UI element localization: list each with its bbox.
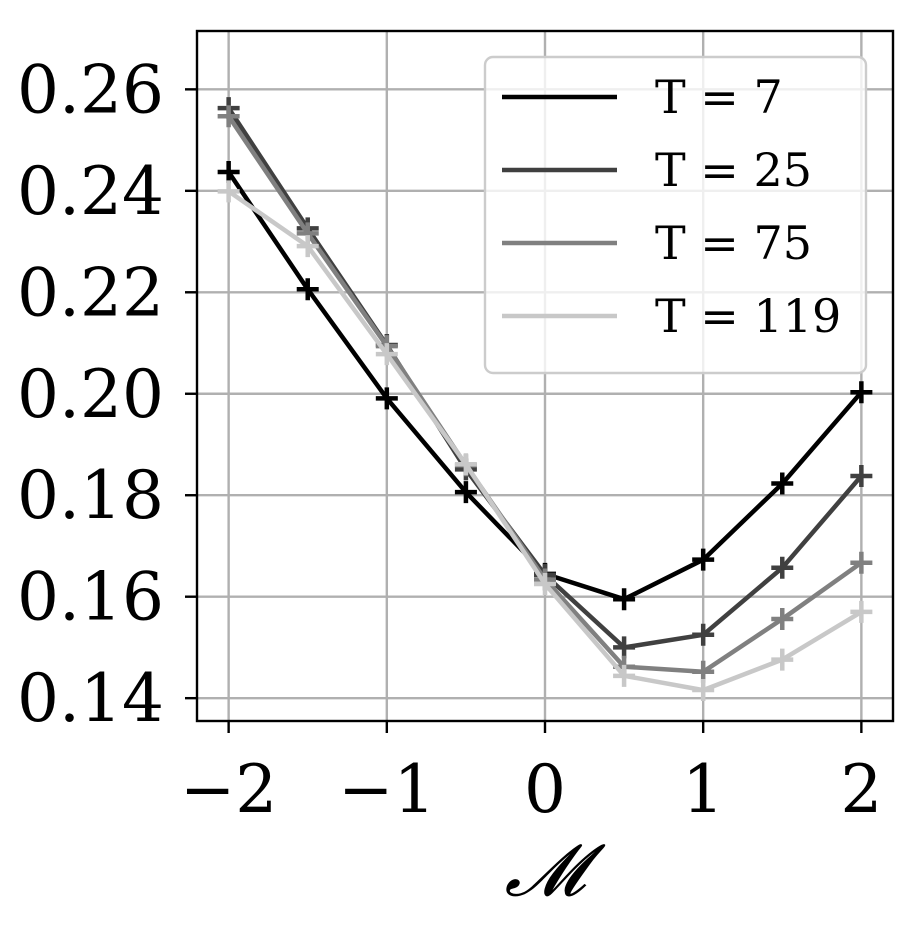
x-tick-label: 0 (524, 751, 566, 828)
legend: T = 7 T = 25 T = 75 T = 119 (483, 55, 868, 375)
data-point (613, 664, 636, 687)
data-point (375, 387, 398, 410)
legend-label: T = 75 (655, 216, 812, 270)
data-point (454, 481, 477, 504)
legend-frame (483, 55, 868, 375)
data-point (850, 551, 873, 574)
legend-label: T = 25 (655, 143, 812, 197)
y-tick-label: 0.18 (17, 457, 164, 534)
y-tick-label: 0.14 (17, 660, 164, 737)
data-point (692, 623, 715, 646)
x-axis-label: 𝓜 (505, 828, 606, 912)
data-point (217, 161, 240, 184)
data-point (771, 608, 794, 631)
legend-label: T = 7 (655, 70, 783, 124)
data-point (771, 472, 794, 495)
y-tick-label: 0.26 (17, 51, 164, 128)
series-group (217, 97, 873, 702)
y-tick-label: 0.16 (17, 559, 164, 636)
data-point (850, 600, 873, 623)
data-point (771, 648, 794, 671)
data-point (613, 588, 636, 611)
x-tick-label: −1 (338, 751, 435, 828)
data-point (375, 343, 398, 366)
data-point (850, 381, 873, 404)
series-4 (217, 180, 873, 702)
data-point (454, 453, 477, 476)
y-tick-label: 0.22 (17, 254, 164, 331)
data-point (771, 556, 794, 579)
data-point (217, 105, 240, 128)
x-tick-label: 2 (840, 751, 882, 828)
x-tick-label: 1 (682, 751, 724, 828)
y-tick-label: 0.20 (17, 356, 164, 433)
data-point (217, 180, 240, 203)
data-point (534, 573, 556, 596)
axis-ticks: −2 −1 0 1 2 0.14 0.16 0.18 0.20 0.22 0.24 0.26 (17, 51, 882, 828)
data-point (850, 464, 873, 487)
data-point (296, 235, 319, 258)
data-point (692, 548, 715, 571)
x-tick-label: −2 (180, 751, 277, 828)
data-point (296, 278, 319, 301)
data-point (613, 636, 636, 659)
legend-entries: T = 7 T = 25 T = 75 T = 119 (502, 70, 841, 343)
y-tick-label: 0.24 (17, 153, 164, 230)
data-point (692, 679, 715, 702)
legend-label: T = 119 (655, 289, 841, 343)
